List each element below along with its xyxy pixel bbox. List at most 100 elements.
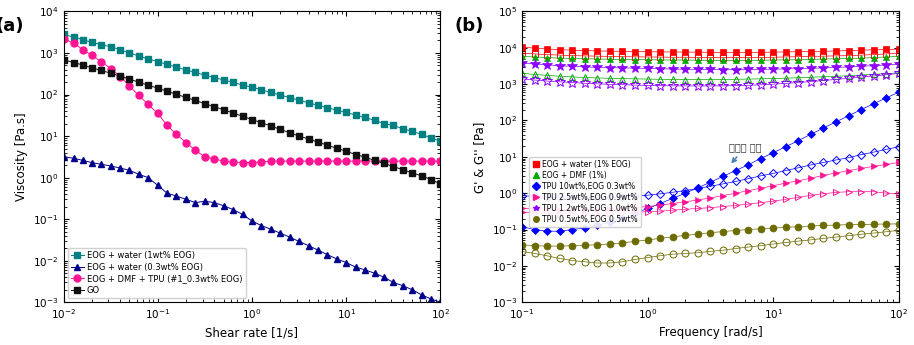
EOG + DMF + TPU (#1_0.3wt% EOG): [190, 148, 201, 152]
EOG + water (0.3wt% EOG): [153, 183, 164, 187]
EOG + water (0.3wt% EOG): [350, 265, 361, 269]
EOG + water (0.3wt% EOG): [208, 200, 219, 205]
EOG + DMF + TPU (#1_0.3wt% EOG): [124, 84, 135, 88]
EOG + water (1wt% EOG): [435, 139, 446, 143]
GO: [153, 86, 164, 90]
GO: [58, 58, 69, 62]
GO: [115, 74, 126, 78]
GO: [69, 60, 80, 65]
EOG + water (0.3wt% EOG): [313, 248, 324, 252]
EOG + DMF + TPU (#1_0.3wt% EOG): [265, 159, 276, 163]
EOG + DMF + TPU (#1_0.3wt% EOG): [332, 159, 343, 163]
GO: [398, 168, 409, 172]
EOG + water (1wt% EOG): [78, 38, 89, 42]
GO: [350, 152, 361, 157]
EOG + water (0.3wt% EOG): [78, 158, 89, 162]
Text: (b): (b): [454, 17, 484, 35]
EOG + water (1wt% EOG): [341, 110, 352, 115]
Y-axis label: Viscosity [Pa.s]: Viscosity [Pa.s]: [15, 112, 27, 201]
EOG + water (0.3wt% EOG): [407, 288, 418, 292]
EOG + DMF + TPU (#1_0.3wt% EOG): [208, 157, 219, 161]
EOG + water (1wt% EOG): [388, 124, 399, 128]
GO: [426, 177, 437, 181]
GO: [228, 111, 239, 115]
GO: [96, 68, 107, 72]
GO: [275, 127, 286, 131]
EOG + water (1wt% EOG): [87, 40, 98, 45]
EOG + water (1wt% EOG): [162, 62, 173, 67]
EOG + water (1wt% EOG): [247, 85, 258, 89]
EOG + DMF + TPU (#1_0.3wt% EOG): [199, 155, 210, 159]
EOG + water (1wt% EOG): [171, 65, 182, 69]
EOG + water (1wt% EOG): [153, 60, 164, 64]
EOG + DMF + TPU (#1_0.3wt% EOG): [426, 159, 437, 163]
EOG + DMF + TPU (#1_0.3wt% EOG): [228, 160, 239, 164]
EOG + water (1wt% EOG): [133, 54, 144, 58]
EOG + DMF + TPU (#1_0.3wt% EOG): [416, 159, 427, 163]
EOG + water (1wt% EOG): [359, 116, 370, 120]
GO: [218, 108, 229, 112]
GO: [378, 161, 389, 166]
EOG + water (0.3wt% EOG): [275, 231, 286, 235]
EOG + DMF + TPU (#1_0.3wt% EOG): [87, 53, 98, 57]
EOG + DMF + TPU (#1_0.3wt% EOG): [143, 102, 154, 106]
EOG + water (0.3wt% EOG): [228, 207, 239, 211]
GO: [171, 92, 182, 96]
Text: 방사성 감소: 방사성 감소: [729, 142, 761, 162]
GO: [265, 124, 276, 128]
EOG + water (0.3wt% EOG): [359, 268, 370, 272]
EOG + water (0.3wt% EOG): [426, 297, 437, 301]
EOG + water (1wt% EOG): [284, 96, 295, 100]
EOG + water (0.3wt% EOG): [322, 253, 333, 257]
EOG + water (1wt% EOG): [208, 76, 219, 80]
GO: [388, 165, 399, 169]
EOG + DMF + TPU (#1_0.3wt% EOG): [322, 159, 333, 163]
EOG + DMF + TPU (#1_0.3wt% EOG): [359, 159, 370, 163]
EOG + water (0.3wt% EOG): [96, 162, 107, 166]
EOG + water (1wt% EOG): [378, 121, 389, 126]
GO: [190, 98, 201, 102]
GO: [313, 140, 324, 144]
EOG + water (1wt% EOG): [181, 68, 192, 72]
EOG + water (0.3wt% EOG): [303, 244, 314, 248]
EOG + water (1wt% EOG): [426, 136, 437, 140]
X-axis label: Frequency [rad/s]: Frequency [rad/s]: [658, 326, 762, 339]
EOG + water (0.3wt% EOG): [293, 239, 304, 244]
EOG + water (0.3wt% EOG): [133, 172, 144, 176]
EOG + water (0.3wt% EOG): [143, 176, 154, 180]
EOG + water (0.3wt% EOG): [162, 191, 173, 195]
Line: EOG + water (1wt% EOG): EOG + water (1wt% EOG): [60, 32, 443, 144]
EOG + DMF + TPU (#1_0.3wt% EOG): [247, 160, 258, 165]
EOG + DMF + TPU (#1_0.3wt% EOG): [115, 75, 126, 79]
EOG + water (1wt% EOG): [237, 83, 248, 87]
EOG + DMF + TPU (#1_0.3wt% EOG): [153, 111, 164, 116]
EOG + water (1wt% EOG): [350, 113, 361, 117]
EOG + DMF + TPU (#1_0.3wt% EOG): [96, 60, 107, 64]
EOG + DMF + TPU (#1_0.3wt% EOG): [407, 159, 418, 163]
GO: [133, 80, 144, 84]
EOG + water (0.3wt% EOG): [115, 166, 126, 170]
EOG + DMF + TPU (#1_0.3wt% EOG): [162, 124, 173, 128]
EOG + water (1wt% EOG): [96, 42, 107, 47]
EOG + DMF + TPU (#1_0.3wt% EOG): [78, 48, 89, 52]
EOG + water (0.3wt% EOG): [398, 284, 409, 288]
EOG + water (1wt% EOG): [322, 106, 333, 110]
EOG + water (1wt% EOG): [369, 118, 380, 122]
EOG + water (0.3wt% EOG): [87, 160, 98, 165]
EOG + DMF + TPU (#1_0.3wt% EOG): [303, 159, 314, 163]
EOG + water (1wt% EOG): [106, 45, 117, 49]
GO: [332, 146, 343, 150]
EOG + water (1wt% EOG): [190, 70, 201, 75]
EOG + water (1wt% EOG): [218, 78, 229, 82]
GO: [78, 63, 89, 67]
GO: [435, 182, 446, 186]
Legend: EOG + water (1wt% EOG), EOG + water (0.3wt% EOG), EOG + DMF + TPU (#1_0.3wt% EOG: EOG + water (1wt% EOG), EOG + water (0.3…: [68, 248, 246, 298]
EOG + DMF + TPU (#1_0.3wt% EOG): [181, 140, 192, 145]
EOG + water (1wt% EOG): [228, 80, 239, 85]
EOG + DMF + TPU (#1_0.3wt% EOG): [284, 159, 295, 163]
EOG + water (0.3wt% EOG): [171, 194, 182, 198]
EOG + water (0.3wt% EOG): [416, 293, 427, 297]
GO: [199, 102, 210, 106]
Line: EOG + water (0.3wt% EOG): EOG + water (0.3wt% EOG): [60, 153, 444, 306]
EOG + water (0.3wt% EOG): [181, 197, 192, 201]
